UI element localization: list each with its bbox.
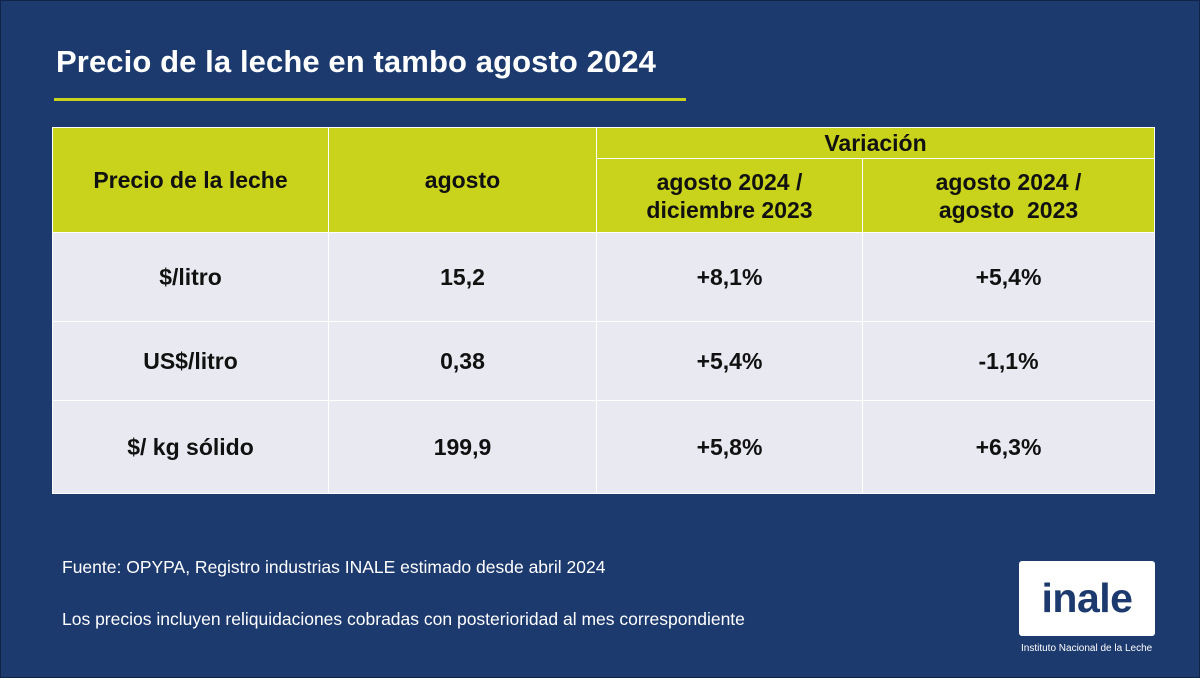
page-title: Precio de la leche en tambo agosto 2024 xyxy=(56,44,657,79)
row-variation-year-over-year: -1,1% xyxy=(862,321,1155,401)
row-variation-year-over-year: +6,3% xyxy=(862,400,1155,494)
header-variation-year-over-year-line1: agosto 2024 / xyxy=(935,168,1082,195)
header-variation-vs-december-line1: agosto 2024 / xyxy=(656,168,803,195)
table-row: $/litro 15,2 +8,1% +5,4% xyxy=(52,232,1155,322)
row-variation-vs-december: +8,1% xyxy=(596,232,863,322)
pricing-note: Los precios incluyen reliquidaciones cob… xyxy=(62,609,745,629)
inale-logo: inale xyxy=(1019,561,1155,636)
row-label: US$/litro xyxy=(52,321,329,401)
row-variation-vs-december: +5,8% xyxy=(596,400,863,494)
table-row: $/ kg sólido 199,9 +5,8% +6,3% xyxy=(52,400,1155,494)
header-variation-year-over-year: agosto 2024 / agosto 2023 xyxy=(862,158,1155,233)
header-variation-vs-december-line2: diciembre 2023 xyxy=(646,196,813,223)
row-variation-vs-december: +5,4% xyxy=(596,321,863,401)
row-label: $/litro xyxy=(52,232,329,322)
row-value: 15,2 xyxy=(328,232,597,322)
source-note: Fuente: OPYPA, Registro industrias INALE… xyxy=(62,557,606,577)
row-value: 199,9 xyxy=(328,400,597,494)
logo-caption: Instituto Nacional de la Leche xyxy=(1021,643,1153,654)
row-label: $/ kg sólido xyxy=(52,400,329,494)
title-underline xyxy=(54,98,686,101)
price-table: Precio de la leche agosto Variación agos… xyxy=(52,126,1155,494)
header-variation-year-over-year-line2: agosto 2023 xyxy=(938,196,1079,223)
table-row: US$/litro 0,38 +5,4% -1,1% xyxy=(52,321,1155,401)
header-variation: Variación xyxy=(596,126,1155,160)
header-variation-vs-december: agosto 2024 / diciembre 2023 xyxy=(596,158,863,233)
logo-wordmark: inale xyxy=(1041,575,1133,621)
row-variation-year-over-year: +5,4% xyxy=(862,232,1155,322)
row-value: 0,38 xyxy=(328,321,597,401)
header-month: agosto xyxy=(328,127,597,233)
header-row-label: Precio de la leche xyxy=(52,127,329,233)
